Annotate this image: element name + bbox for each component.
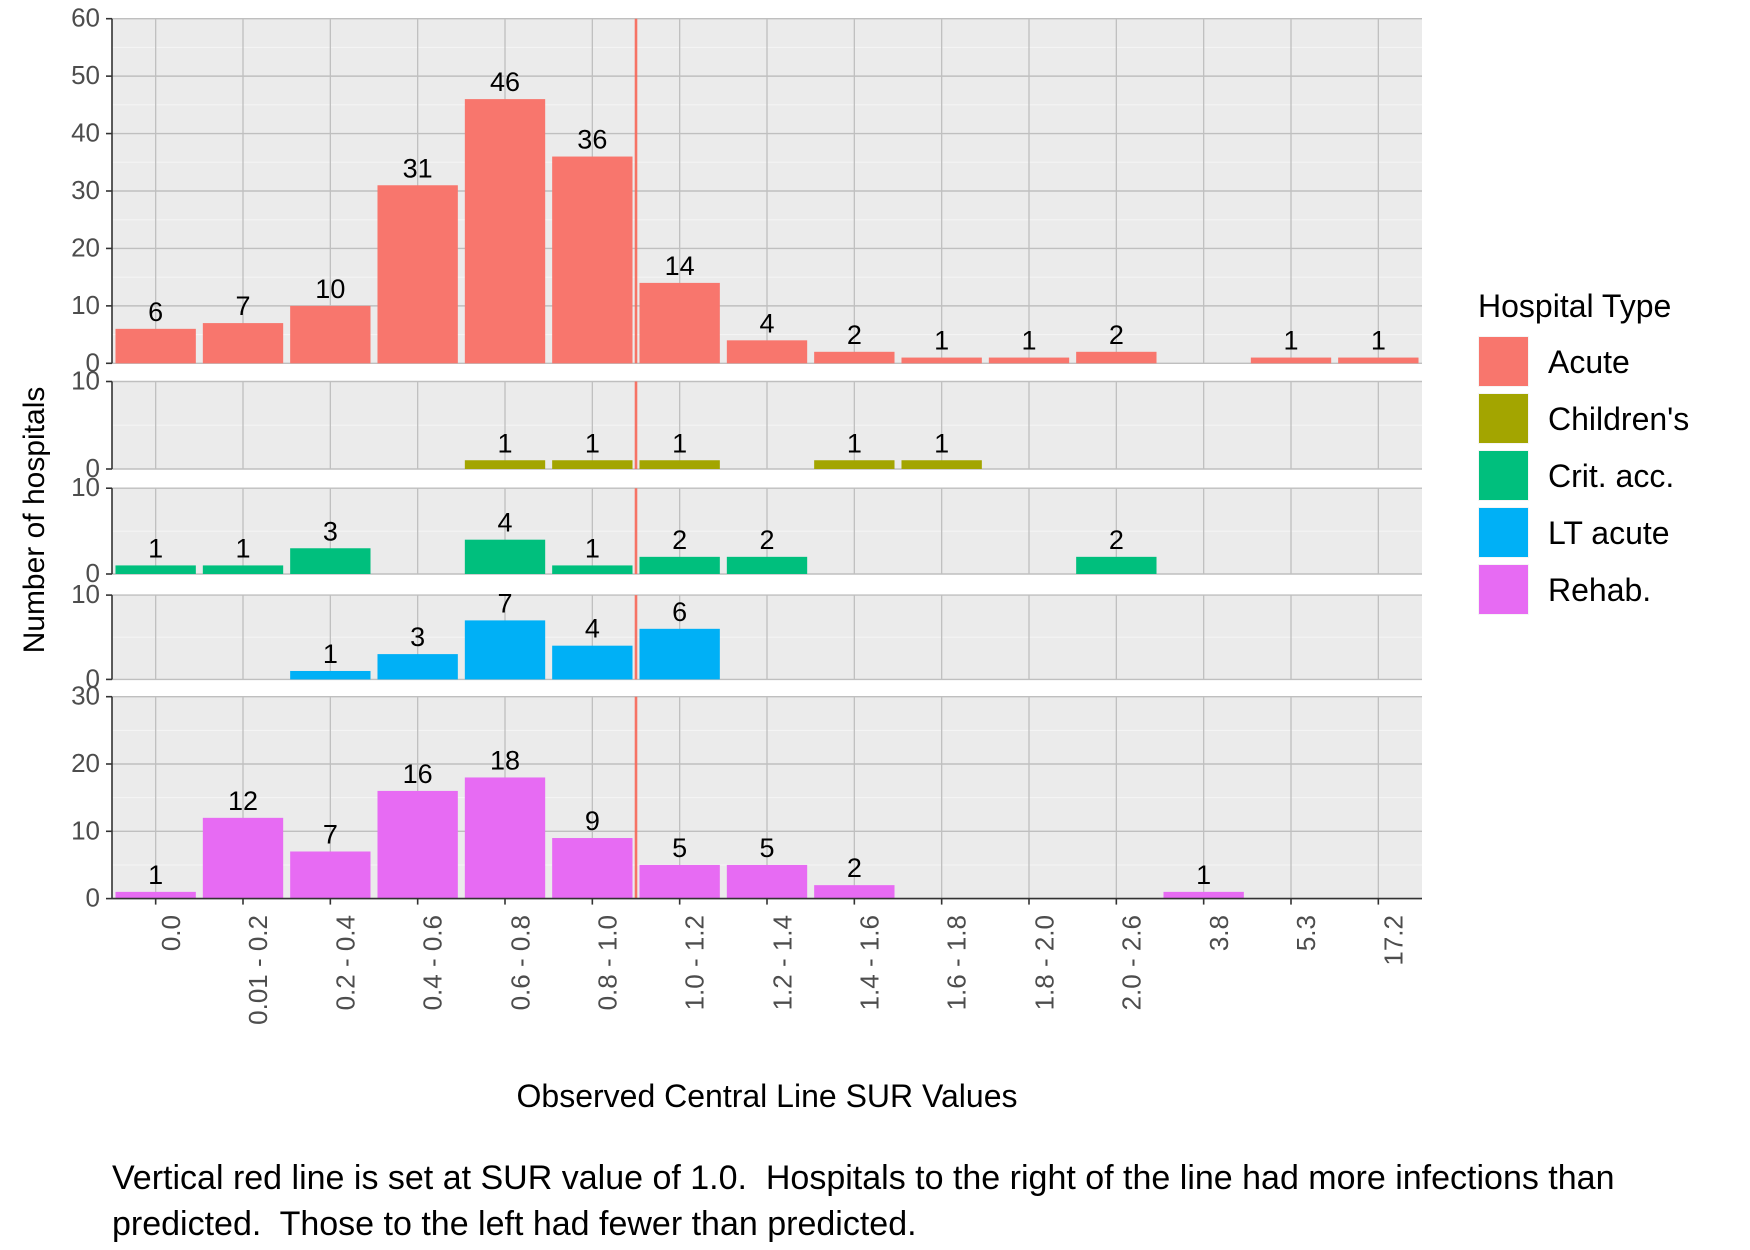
- svg-text:9: 9: [585, 806, 600, 836]
- svg-text:2: 2: [1109, 320, 1124, 350]
- svg-text:20: 20: [71, 748, 100, 778]
- svg-text:2: 2: [847, 853, 862, 883]
- svg-text:10: 10: [71, 472, 100, 502]
- svg-text:60: 60: [71, 3, 100, 33]
- svg-text:1: 1: [1371, 326, 1386, 356]
- svg-text:4: 4: [759, 308, 774, 338]
- svg-text:10: 10: [71, 579, 100, 609]
- svg-text:1: 1: [148, 533, 163, 563]
- svg-text:10: 10: [71, 290, 100, 320]
- svg-text:1: 1: [934, 428, 949, 458]
- svg-text:40: 40: [71, 118, 100, 148]
- svg-text:30: 30: [71, 175, 100, 205]
- svg-text:1: 1: [497, 428, 512, 458]
- svg-text:16: 16: [403, 759, 433, 789]
- svg-text:7: 7: [323, 819, 338, 849]
- svg-text:1: 1: [1196, 860, 1211, 890]
- svg-text:1: 1: [934, 326, 949, 356]
- svg-text:2: 2: [759, 525, 774, 555]
- svg-text:7: 7: [235, 291, 250, 321]
- svg-text:1: 1: [235, 533, 250, 563]
- svg-text:1: 1: [585, 533, 600, 563]
- svg-text:4: 4: [497, 508, 512, 538]
- svg-text:2: 2: [672, 525, 687, 555]
- svg-text:10: 10: [71, 366, 100, 396]
- svg-text:1: 1: [1021, 326, 1036, 356]
- svg-text:18: 18: [490, 745, 520, 775]
- svg-text:20: 20: [71, 232, 100, 262]
- svg-text:14: 14: [665, 251, 695, 281]
- svg-text:1: 1: [1283, 326, 1298, 356]
- svg-text:50: 50: [71, 60, 100, 90]
- svg-text:10: 10: [315, 274, 345, 304]
- svg-text:5: 5: [672, 833, 687, 863]
- svg-text:36: 36: [577, 125, 607, 155]
- svg-text:12: 12: [228, 786, 258, 816]
- svg-text:1: 1: [585, 428, 600, 458]
- svg-text:30: 30: [71, 681, 100, 711]
- svg-text:1: 1: [672, 428, 687, 458]
- svg-text:4: 4: [585, 614, 600, 644]
- svg-text:1: 1: [148, 860, 163, 890]
- svg-text:1: 1: [847, 428, 862, 458]
- svg-text:0: 0: [86, 883, 100, 913]
- svg-text:2: 2: [1109, 525, 1124, 555]
- svg-text:46: 46: [490, 67, 520, 97]
- svg-text:3: 3: [410, 622, 425, 652]
- svg-text:7: 7: [497, 588, 512, 618]
- svg-text:6: 6: [148, 297, 163, 327]
- svg-text:6: 6: [672, 597, 687, 627]
- svg-text:2: 2: [847, 320, 862, 350]
- svg-text:5: 5: [759, 833, 774, 863]
- svg-text:31: 31: [403, 153, 433, 183]
- svg-text:10: 10: [71, 815, 100, 845]
- svg-text:1: 1: [323, 639, 338, 669]
- svg-text:3: 3: [323, 516, 338, 546]
